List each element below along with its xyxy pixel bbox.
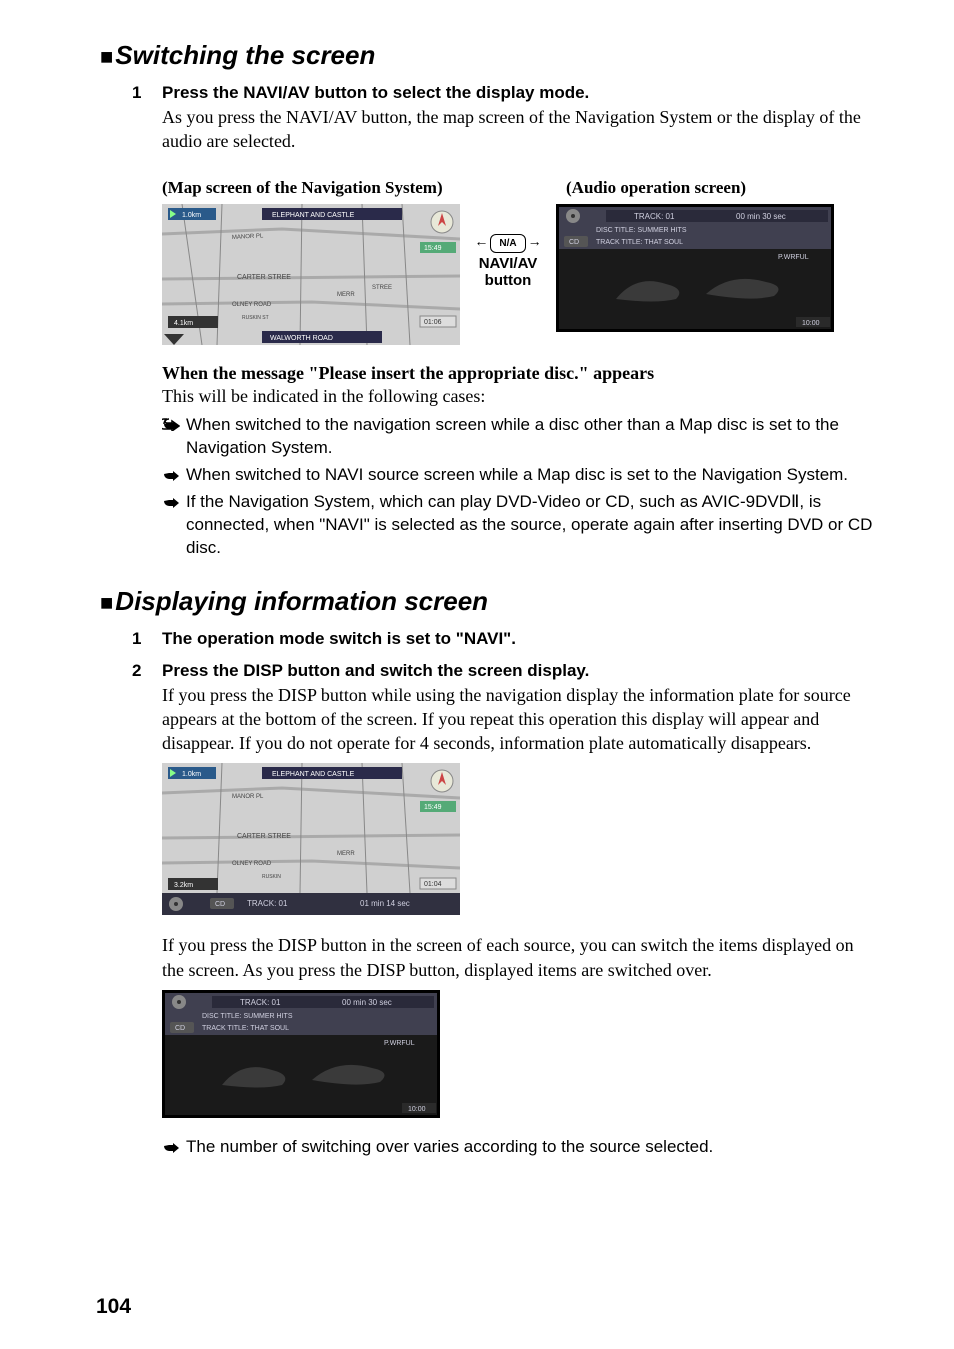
map-bottom-text: WALWORTH ROAD [270,335,333,342]
bullet-list-2: The number of switching over varies acco… [162,1136,874,1159]
navi-av-label: NAVI/AVbutton [460,255,556,289]
audio-disc-title: DISC TITLE: SUMMER HITS [596,227,687,234]
svg-text:15:49: 15:49 [424,804,442,811]
svg-text:ELEPHANT AND CASTLE: ELEPHANT AND CASTLE [272,771,355,778]
figure-label-left: (Map screen of the Navigation System) [162,178,492,198]
na-button-box: N/A [490,234,525,253]
pointer-icon [162,467,180,481]
map-screenshot: 1.0km ELEPHANT AND CASTLE WALWORTH ROAD … [162,204,460,345]
figure-labels: (Map screen of the Navigation System) (A… [162,178,874,198]
section-heading-displaying: Displaying information screen [100,586,874,617]
audio-track-label: TRACK: 01 [634,212,675,221]
pointer-icon [162,417,180,431]
figures-row: 1.0km ELEPHANT AND CASTLE WALWORTH ROAD … [162,204,874,345]
step-2: 2 Press the DISP button and switch the s… [132,661,874,756]
svg-text:RUSKIN ST: RUSKIN ST [242,315,269,321]
audio-time: 10:00 [802,320,820,327]
arrow-right-icon: → [528,235,542,251]
svg-text:01:04: 01:04 [424,881,442,888]
step-1: 1 Press the NAVI/AV button to select the… [132,83,874,154]
svg-text:CD: CD [215,901,225,908]
page: Switching the screen 1 Press the NAVI/AV… [0,0,954,1349]
bullet-item: The number of switching over varies acco… [162,1136,874,1159]
audio-pwrful: P.WRFUL [778,254,809,261]
audio-track-title: TRACK TITLE: THAT SOUL [596,239,683,246]
arrow-left-icon: ← [474,235,488,251]
page-number: 104 [96,1295,131,1319]
svg-text:DISC TITLE: SUMMER HITS: DISC TITLE: SUMMER HITS [202,1013,293,1020]
audio-screenshot-2: TRACK: 01 00 min 30 sec DISC TITLE: SUMM… [162,990,874,1118]
para-2: If you press the DISP button in the scre… [162,933,874,982]
message-block: When the message "Please insert the appr… [162,363,874,408]
svg-text:TRACK: 01: TRACK: 01 [240,998,281,1007]
svg-text:CARTER STREE: CARTER STREE [237,833,291,840]
map-scale-text: 1.0km [182,212,201,219]
bullet-item: When switched to the navigation screen w… [162,414,874,460]
step-title: Press the NAVI/AV button to select the d… [162,83,874,103]
message-text: This will be indicated in the following … [162,384,874,408]
bullet-text: The number of switching over varies acco… [186,1136,713,1159]
bullet-item: When switched to NAVI source screen whil… [162,464,874,487]
step-title: Press the DISP button and switch the scr… [162,661,874,681]
map-time-text: 01:06 [424,319,442,326]
step-title: The operation mode switch is set to "NAV… [162,629,874,649]
svg-text:TRACK: 01: TRACK: 01 [247,899,288,908]
navi-av-button-diagram: ← N/A → NAVI/AVbutton [460,204,556,289]
svg-text:MERR: MERR [337,851,355,857]
svg-text:00 min 30 sec: 00 min 30 sec [342,998,392,1007]
bullet-list-1: When switched to the navigation screen w… [162,414,874,560]
pointer-icon [162,494,180,508]
step-text: If you press the DISP button while using… [162,683,874,756]
step-number: 1 [132,629,162,651]
svg-text:MERR: MERR [337,292,355,298]
svg-text:CARTER STREE: CARTER STREE [237,274,291,281]
message-heading: When the message "Please insert the appr… [162,363,874,384]
bullet-item: If the Navigation System, which can play… [162,491,874,560]
section-heading-switching: Switching the screen [100,40,874,71]
svg-text:STREE: STREE [372,285,392,291]
svg-text:10:00: 10:00 [408,1106,426,1113]
svg-text:3.2km: 3.2km [174,882,193,889]
map-title-text: ELEPHANT AND CASTLE [272,212,355,219]
svg-text:CD: CD [175,1025,185,1032]
step-1: 1 The operation mode switch is set to "N… [132,629,874,651]
bullet-text: If the Navigation System, which can play… [186,491,874,560]
pointer-icon [162,1139,180,1153]
audio-screenshot: TRACK: 01 00 min 30 sec DISC TITLE: SUMM… [556,204,834,332]
svg-text:1.0km: 1.0km [182,771,201,778]
step-text: As you press the NAVI/AV button, the map… [162,105,874,154]
step-number: 1 [132,83,162,154]
svg-text:OLNEY ROAD: OLNEY ROAD [232,302,272,308]
map-dist-text: 4.1km [174,320,193,327]
bullet-text: When switched to NAVI source screen whil… [186,464,848,487]
audio-track-time: 00 min 30 sec [736,212,786,221]
figure-label-right: (Audio operation screen) [566,178,746,198]
map-with-infoplate-screenshot: 1.0km ELEPHANT AND CASTLE 15:49 3.2km 01… [162,763,874,915]
svg-text:P.WRFUL: P.WRFUL [384,1040,415,1047]
audio-cd-label: CD [569,239,579,246]
map-speed-text: 15:49 [424,245,442,252]
svg-text:TRACK TITLE: THAT SOUL: TRACK TITLE: THAT SOUL [202,1025,289,1032]
step-number: 2 [132,661,162,756]
svg-text:RUSKIN: RUSKIN [262,874,281,880]
svg-text:01 min 14 sec: 01 min 14 sec [360,899,410,908]
svg-text:MANOR PL: MANOR PL [232,794,264,800]
svg-text:OLNEY ROAD: OLNEY ROAD [232,861,272,867]
bullet-text: When switched to the navigation screen w… [186,414,874,460]
